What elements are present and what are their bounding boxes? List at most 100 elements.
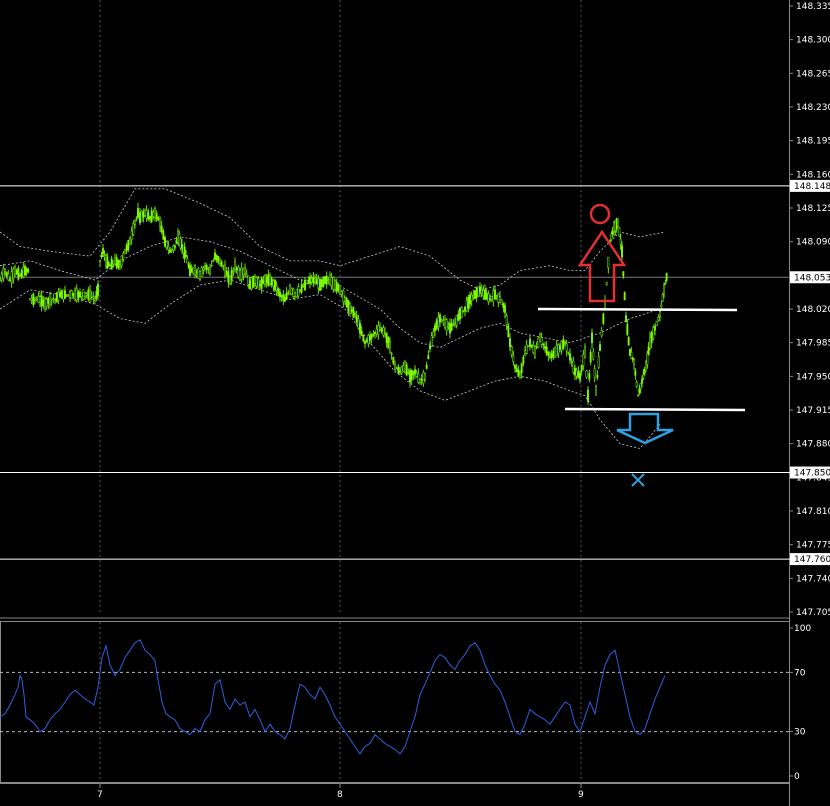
candle-body (114, 257, 116, 265)
candle-body (165, 241, 168, 249)
candle-body (32, 293, 35, 305)
candle-body (139, 212, 141, 224)
candle-body (317, 278, 320, 289)
candle-body (340, 291, 343, 295)
candle-body (129, 238, 131, 246)
candle-body (330, 277, 333, 287)
candle-body (593, 368, 596, 378)
candle-body (422, 372, 425, 384)
candle-body (274, 279, 276, 291)
candle-body (547, 351, 550, 356)
candle-body (377, 324, 380, 335)
candle-body (545, 346, 548, 355)
candle-body (204, 265, 206, 267)
y-tick-label-0: 148.335 (796, 2, 830, 12)
candle-body (212, 260, 215, 262)
candle-body (429, 345, 431, 350)
candle-body (645, 362, 647, 372)
candle-body (587, 389, 589, 402)
candle-body (39, 296, 41, 303)
candle-body (502, 303, 505, 309)
y-tick-label-13: 147.880 (796, 440, 830, 450)
candle-body (115, 257, 118, 268)
candle-body (379, 326, 381, 330)
candle-body (197, 268, 200, 279)
candle-body (249, 280, 251, 290)
candle-body (27, 268, 29, 273)
candle-body (17, 267, 20, 280)
candle-body (484, 289, 486, 300)
candle-body (149, 216, 151, 219)
up-arrow (577, 229, 627, 303)
candle-body (514, 364, 516, 369)
candle-body (230, 270, 233, 281)
candle-body (454, 322, 456, 325)
candle-body (322, 276, 325, 287)
candle-body (309, 276, 311, 284)
candle-body (534, 346, 536, 359)
candle-body (183, 246, 186, 259)
y-tick-label-9: 148.020 (796, 305, 830, 315)
candle-body (449, 322, 451, 334)
candle-body (349, 303, 351, 315)
candle-body (14, 266, 16, 275)
candle-body (325, 275, 328, 285)
candle-body (185, 255, 187, 258)
candle-body (515, 367, 518, 373)
candle-body (42, 299, 45, 306)
candle-body (110, 258, 113, 270)
candle-body (524, 350, 526, 355)
candle-body (54, 298, 56, 301)
candle-body (390, 353, 393, 355)
candle-body (465, 300, 468, 312)
candle-body (229, 276, 231, 284)
candle-body (270, 278, 273, 286)
candle-body (572, 360, 575, 373)
candle-body (592, 351, 595, 360)
y-tick-label-1: 148.300 (796, 36, 830, 46)
candle-body (240, 267, 243, 280)
candle-body (207, 268, 210, 270)
candle-body (84, 292, 86, 298)
candle-body (555, 345, 558, 357)
candle-body (282, 294, 285, 301)
candle-body (520, 363, 523, 374)
candle-body (9, 279, 11, 282)
candle-body (397, 366, 400, 374)
candle-body (467, 296, 470, 309)
candle-body (102, 248, 104, 255)
candle-body (40, 295, 43, 307)
osc-tick-label-1: 70 (794, 668, 806, 678)
level-tag-label-0: 148.148 (794, 182, 830, 192)
candle-body (169, 249, 171, 253)
bollinger-middle-line (0, 236, 661, 348)
candle-body (560, 341, 563, 351)
candle-body (641, 378, 643, 384)
candle-body (224, 264, 226, 277)
candle-body (527, 345, 530, 347)
bollinger-lower-line (0, 279, 661, 449)
candle-body (647, 346, 650, 356)
candle-body (584, 346, 586, 358)
candle-body (199, 270, 201, 280)
candle-body (220, 261, 223, 267)
candle-body (235, 267, 238, 271)
candle-body (295, 288, 298, 297)
candle-body (480, 289, 483, 294)
candle-body (652, 327, 655, 340)
candle-body (99, 259, 101, 262)
candle-body (625, 315, 627, 322)
candle-body (552, 350, 555, 358)
candle-body (170, 249, 173, 251)
candle-body (245, 273, 248, 277)
candle-body (554, 347, 556, 358)
candle-body (430, 335, 433, 347)
candle-body (622, 271, 625, 277)
x-tick-label-1: 8 (337, 790, 343, 800)
candle-body (244, 267, 246, 274)
candle-body (179, 238, 182, 249)
candle-body (395, 367, 398, 370)
time-axis-ticks: 7 8 9 (97, 783, 584, 800)
x-tick-label-0: 7 (97, 790, 103, 800)
x-tick-label-2: 9 (578, 790, 584, 800)
